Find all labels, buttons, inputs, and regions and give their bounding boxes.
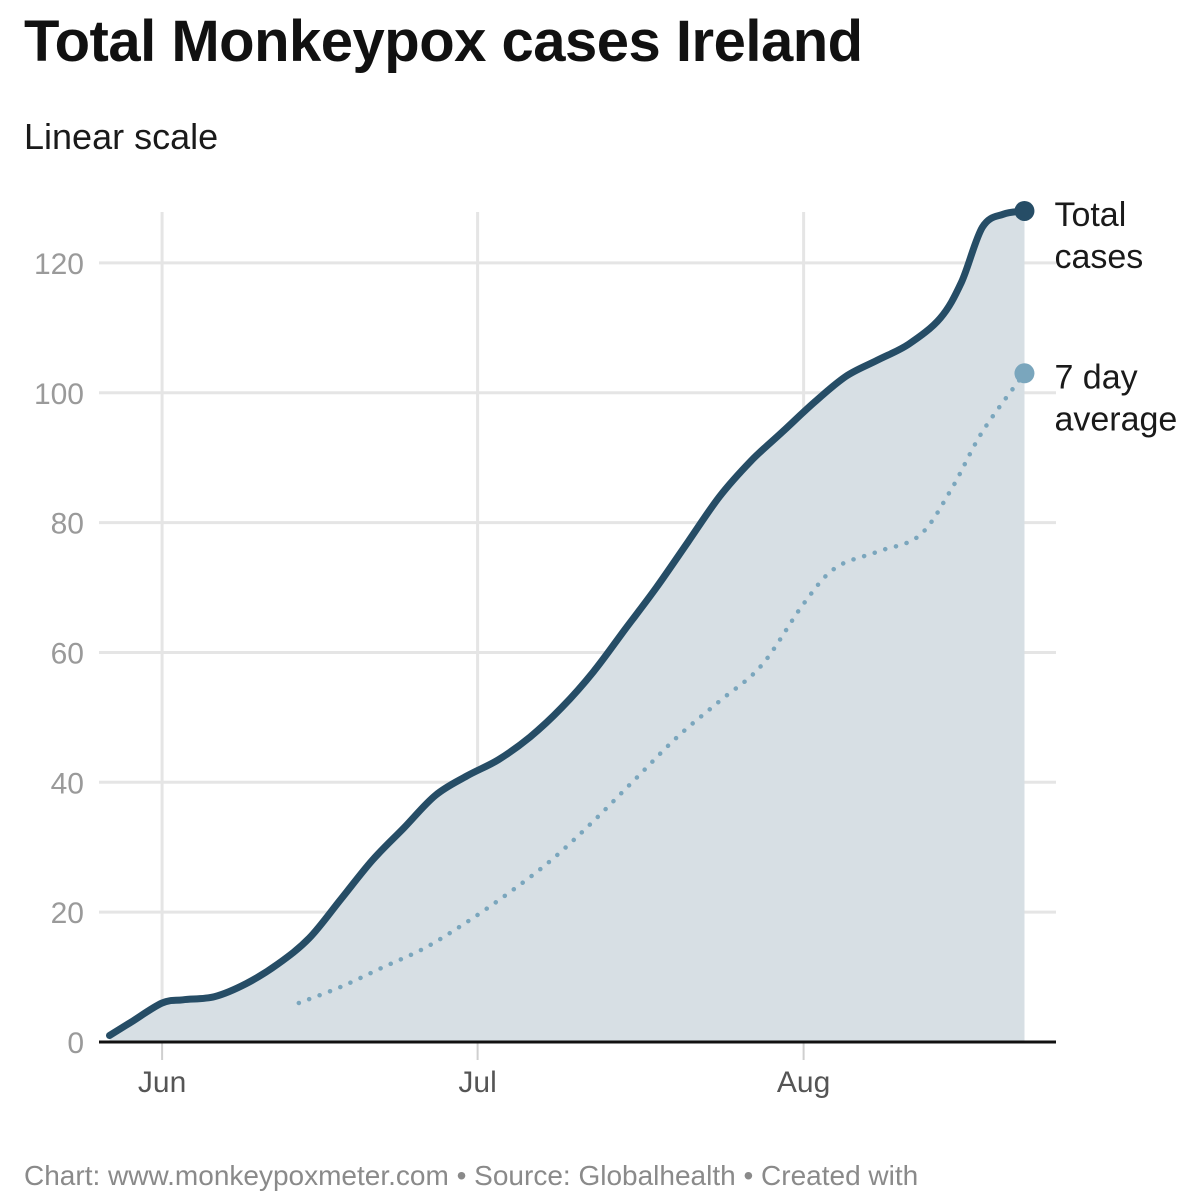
- axis-layer: [99, 1040, 1056, 1060]
- chart-footer: Chart: www.monkeypoxmeter.com • Source: …: [24, 1160, 919, 1191]
- label-7-day-average: 7 day average: [1054, 358, 1177, 438]
- area-layer: [109, 211, 1025, 1042]
- x-tick-label: Aug: [777, 1066, 830, 1099]
- y-tick-label: 20: [51, 897, 84, 930]
- end-marker-7-day-average: [1014, 363, 1035, 384]
- y-tick-label: 120: [34, 248, 84, 281]
- line-layer: [106, 200, 1035, 1039]
- chart-title: Total Monkeypox cases Ireland: [24, 9, 863, 74]
- label-total-cases: Total cases: [1054, 196, 1143, 276]
- line-total-cases: [106, 207, 1028, 1039]
- chart-subtitle: Linear scale: [24, 116, 219, 157]
- y-tick-label: 80: [51, 508, 84, 541]
- y-tick-label: 40: [51, 767, 84, 800]
- x-tick-label: Jun: [138, 1066, 186, 1099]
- end-marker-total-cases: [1014, 200, 1035, 221]
- y-tick-label: 0: [67, 1027, 84, 1060]
- x-tick-label: Jul: [458, 1066, 496, 1099]
- label-layer: 0 20 40 60 80 100 120 Jun Jul Aug Total cases 7 day a…: [34, 196, 1177, 1099]
- y-tick-label: 100: [34, 378, 84, 411]
- y-tick-label: 60: [51, 637, 84, 670]
- area-total-cases: [109, 211, 1025, 1042]
